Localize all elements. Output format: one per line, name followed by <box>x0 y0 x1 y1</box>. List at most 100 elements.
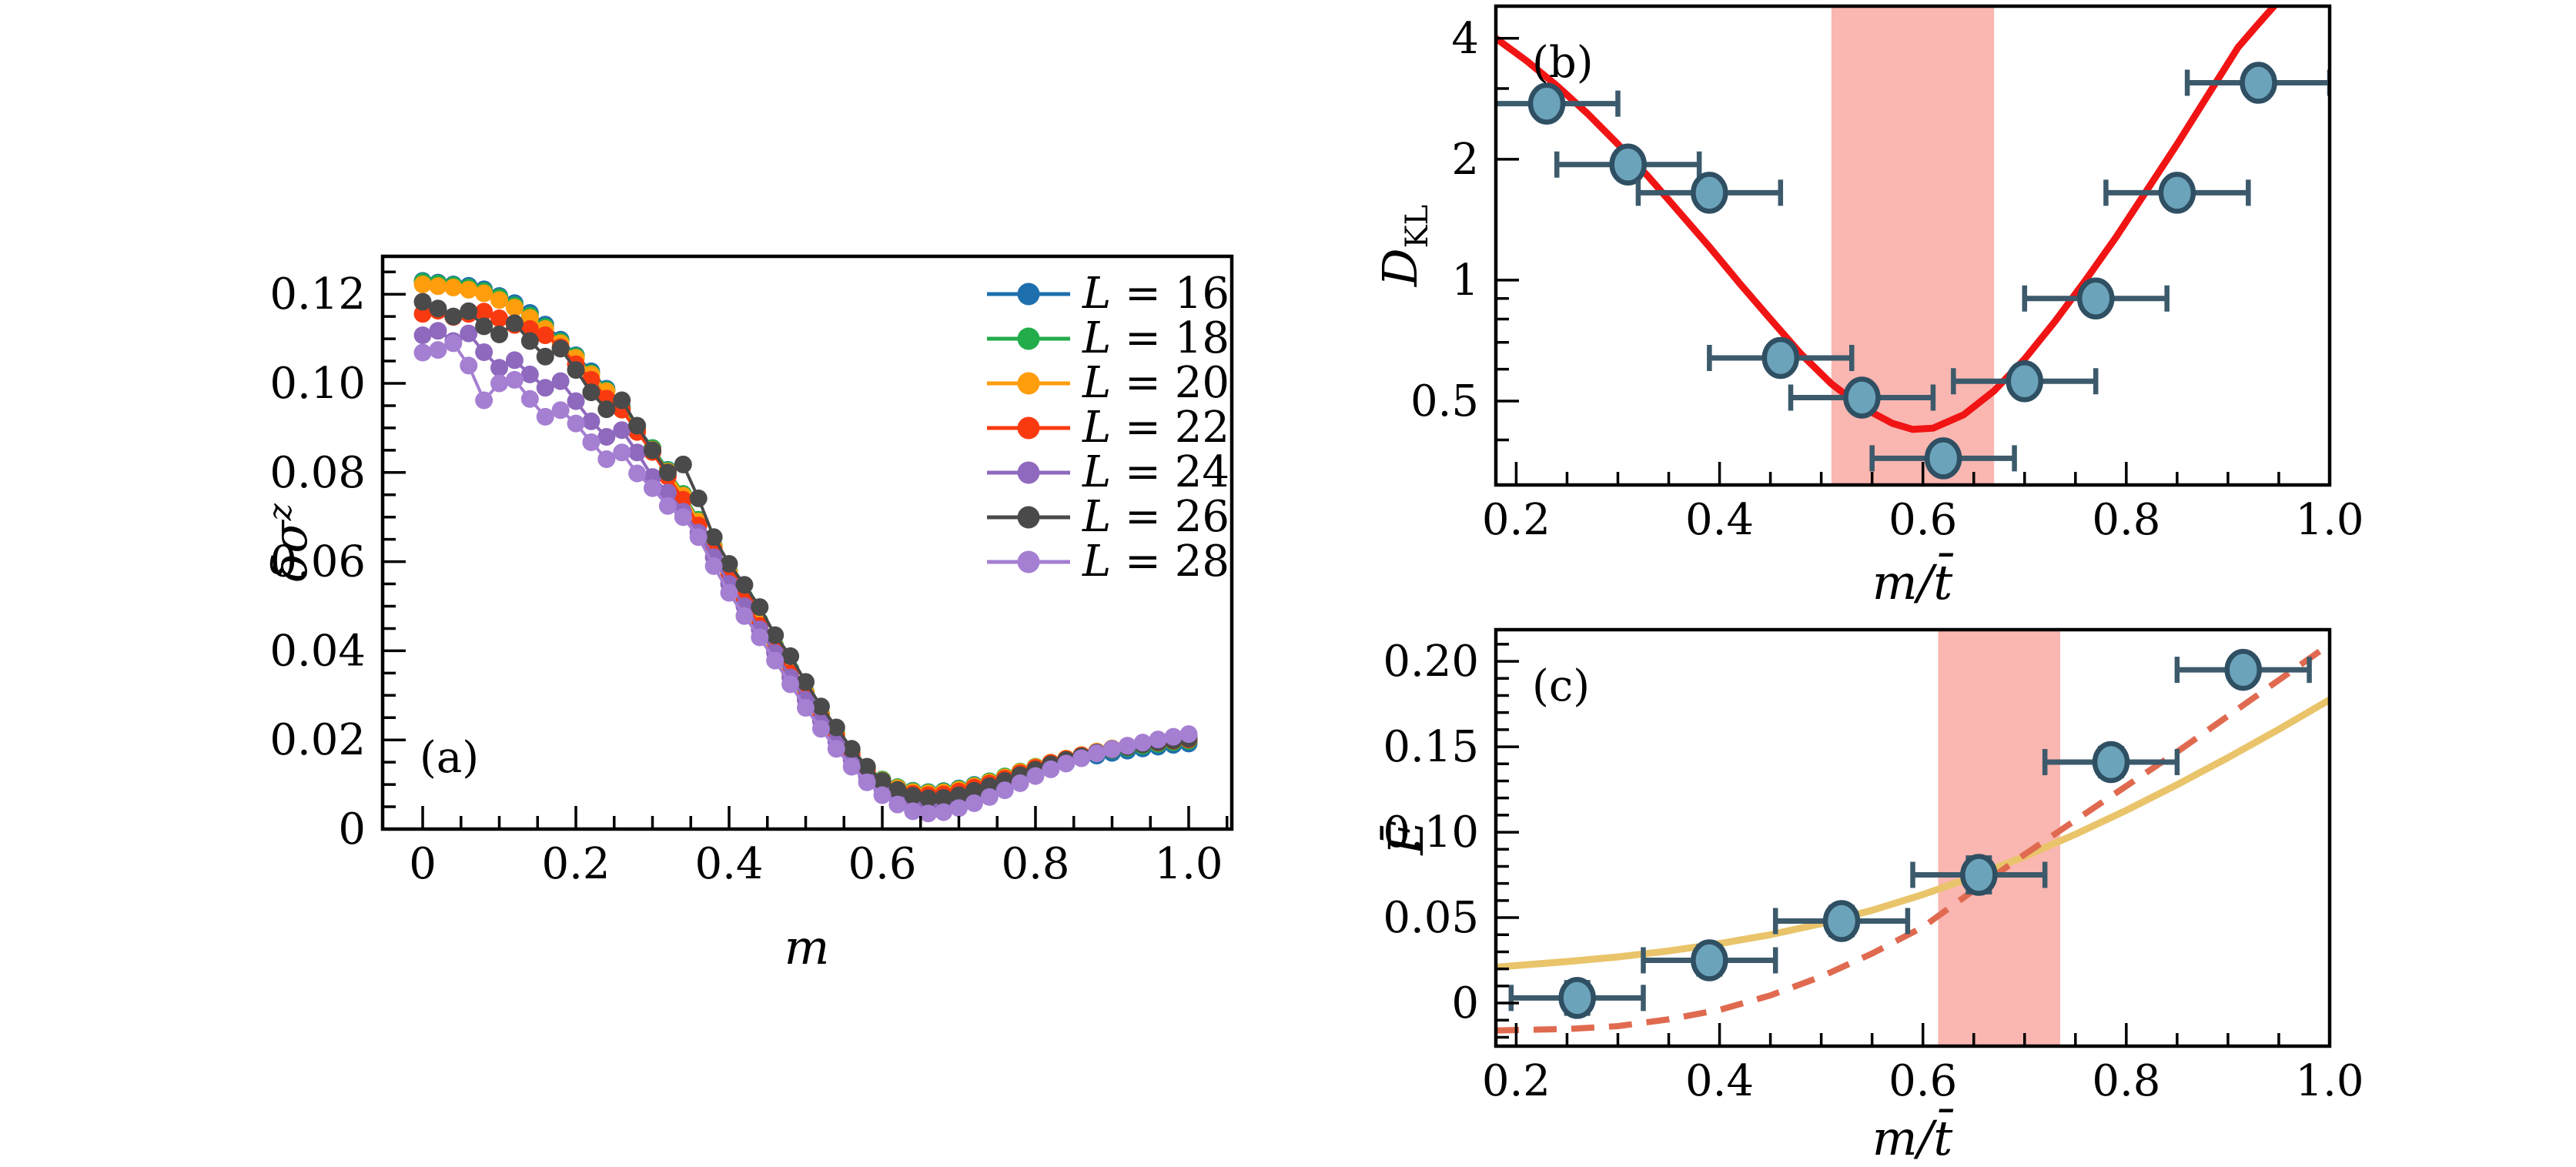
data-point <box>490 359 509 377</box>
y-tick-label: 0.12 <box>269 269 366 319</box>
data-point <box>1691 172 1728 214</box>
legend-item: L = 26 <box>987 492 1229 542</box>
data-point <box>720 555 738 573</box>
critical-region-band <box>1938 630 2061 1046</box>
legend-value: = 18 <box>1111 313 1229 363</box>
legend-item: L = 18 <box>987 313 1229 363</box>
data-point <box>475 284 493 303</box>
plot-frame <box>380 254 1234 831</box>
data-point <box>520 332 539 350</box>
data-point <box>704 528 723 547</box>
data-point <box>904 802 922 821</box>
plot-frame <box>1494 627 2332 1048</box>
series-=20 <box>413 275 1198 803</box>
data-point <box>858 757 876 776</box>
legend-symbol: L <box>1082 537 1111 587</box>
series-=16 <box>413 272 1198 801</box>
data-point <box>658 483 677 502</box>
y-tick-label: 0.10 <box>1383 808 1479 858</box>
data-point <box>429 277 447 296</box>
data-point <box>475 303 493 321</box>
y-tick-label: 0.5 <box>1410 376 1479 426</box>
y-tick-label: 2 <box>1451 135 1479 185</box>
legend-label: L = 16 <box>1082 269 1229 319</box>
legend-item: L = 16 <box>987 269 1229 319</box>
data-point <box>658 463 677 482</box>
x-tick-label: 0.2 <box>1482 495 1551 545</box>
y-tick-label: 4 <box>1451 14 1479 64</box>
data-point <box>935 803 953 821</box>
panel-c-ylabel: Ē <box>1378 820 1434 855</box>
y-tick-label: 0.06 <box>269 537 366 587</box>
legend-item: L = 20 <box>987 358 1229 408</box>
panel-b-ylabel: DKL <box>1372 205 1435 287</box>
x-tick-label: 0.8 <box>2092 1056 2160 1106</box>
series-=18 <box>413 273 1198 802</box>
y-tick-label: 1 <box>1451 256 1479 306</box>
data-point <box>444 334 463 353</box>
data-point <box>490 325 509 343</box>
x-tick-label: 0.2 <box>1482 1056 1551 1106</box>
panel-a-legend: L = 16L = 18L = 20L = 22L = 24L = 26L = … <box>987 269 1229 587</box>
data-point <box>613 391 631 410</box>
panel-c-letter: (c) <box>1532 661 1590 711</box>
legend-value: = 24 <box>1111 447 1229 497</box>
data-point <box>475 391 493 410</box>
data-point <box>888 781 907 799</box>
data-point <box>444 307 463 326</box>
data-point <box>567 392 585 410</box>
data-point <box>1072 749 1091 767</box>
data-point <box>1822 900 1861 942</box>
data-point <box>613 421 631 440</box>
y-tick-label: 0.04 <box>269 626 366 676</box>
legend-value: = 26 <box>1111 492 1229 542</box>
data-point <box>460 280 478 299</box>
x-tick-label: 0.8 <box>1001 839 1069 889</box>
data-point <box>858 773 876 791</box>
legend-value: = 16 <box>1111 269 1229 319</box>
data-point <box>766 626 785 644</box>
data-point <box>520 390 539 408</box>
data-point <box>536 326 554 344</box>
data-point <box>919 804 938 823</box>
data-point <box>888 795 907 814</box>
data-point <box>536 347 554 366</box>
data-point <box>766 651 785 670</box>
x-tick-label: 0.8 <box>2092 495 2160 545</box>
data-point <box>1761 336 1800 380</box>
data-point <box>613 443 631 462</box>
data-point <box>597 400 616 419</box>
data-point <box>644 479 662 497</box>
legend-item: L = 28 <box>987 537 1229 587</box>
panel-b-letter: (b) <box>1532 38 1594 88</box>
data-point <box>1179 725 1198 744</box>
data-point <box>1133 734 1152 752</box>
data-point <box>827 718 845 737</box>
data-point <box>1149 731 1167 749</box>
data-point <box>1057 754 1076 773</box>
panel-b-xlabel: m/t̄ <box>1872 553 1954 610</box>
data-point <box>628 443 647 462</box>
data-point <box>413 275 432 293</box>
data-point <box>460 324 478 343</box>
data-point <box>2240 62 2277 104</box>
data-point <box>582 412 601 430</box>
data-point <box>429 341 447 359</box>
data-point <box>644 441 662 460</box>
y-tick-label: 0.05 <box>1383 893 1479 943</box>
data-point <box>965 794 983 812</box>
legend-symbol: L <box>1082 492 1111 542</box>
data-point <box>536 407 554 426</box>
data-point <box>980 787 999 806</box>
data-point <box>751 628 769 647</box>
panel-a-ylabel: δσz <box>261 503 318 582</box>
data-point <box>842 740 861 758</box>
x-tick-label: 0.4 <box>1685 495 1754 545</box>
data-point <box>2158 172 2196 214</box>
panel-b-series-area <box>1496 6 2330 485</box>
data-point <box>551 401 570 420</box>
data-point <box>674 455 692 473</box>
data-point <box>597 450 616 468</box>
panel-b: 0.2 0.4 0.6 0.8 1.0 0.5 1 2 4 (b) m/t̄ DKL <box>1372 4 2364 610</box>
